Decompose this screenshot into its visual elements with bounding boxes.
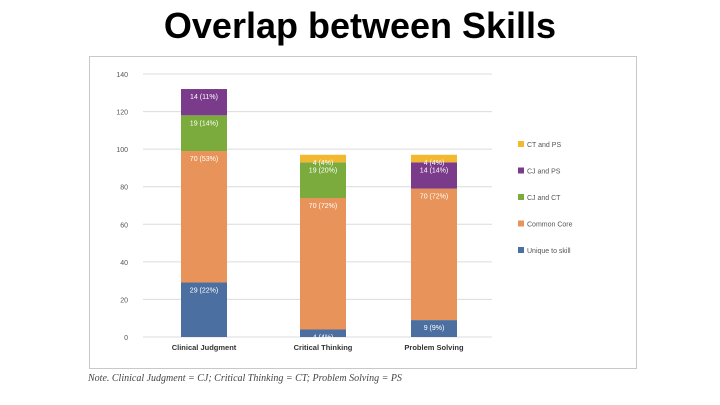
y-tick-label: 80 [120, 185, 128, 192]
x-category-label: Problem Solving [404, 343, 464, 352]
bar-segment [181, 115, 227, 152]
x-category-label: Critical Thinking [294, 343, 353, 352]
legend-label: Unique to skill [527, 248, 571, 255]
bar-segment [411, 188, 457, 321]
data-label: 70 (53%) [190, 156, 218, 163]
abbreviation-note: Note. Clinical Judgment = CJ; Critical T… [88, 373, 402, 384]
data-label: 4 (4%) [313, 160, 334, 167]
bar-segment [300, 197, 346, 330]
y-tick-label: 140 [116, 72, 128, 79]
data-label: 70 (72%) [420, 194, 448, 201]
stacked-bar-chart: 0 20 40 60 80 100 120 140 29 (22%) 70 (53%) 19 (14… [116, 72, 573, 352]
bar-segment [181, 89, 227, 116]
bar-segment [411, 162, 457, 189]
legend-swatch [518, 220, 524, 227]
legend-swatch [518, 247, 524, 253]
data-label: 4 (4%) [313, 334, 334, 341]
y-tick-label: 100 [116, 147, 128, 154]
slide-title: Overlap between Skills [163, 5, 557, 46]
legend-swatch [518, 194, 524, 200]
legend-label: CJ and CT [527, 195, 561, 202]
legend-swatch [518, 141, 524, 147]
bar-segment [411, 154, 457, 163]
legend-label: CT and PS [527, 142, 561, 149]
data-label: 19 (20%) [309, 167, 337, 174]
data-label: 14 (11%) [190, 94, 218, 101]
bar-segment [181, 282, 227, 337]
bar-segment [181, 151, 227, 283]
data-label: 70 (72%) [309, 203, 337, 210]
legend-label: Common Core [527, 222, 573, 229]
data-label: 14 (14%) [420, 167, 448, 174]
data-label: 9 (9%) [424, 325, 445, 332]
legend-label: CJ and PS [527, 169, 561, 176]
bar-segment [300, 154, 346, 163]
bar-segment [300, 329, 346, 337]
y-tick-label: 120 [116, 110, 128, 117]
y-tick-label: 20 [120, 297, 128, 304]
data-label: 29 (22%) [190, 288, 218, 295]
y-tick-label: 0 [124, 335, 128, 342]
bar-segment [411, 320, 457, 337]
data-label: 4 (4%) [424, 160, 445, 167]
legend-swatch [518, 167, 524, 174]
bar-segment [300, 162, 346, 198]
y-tick-label: 60 [120, 222, 128, 229]
x-category-label: Clinical Judgment [172, 343, 237, 352]
data-label: 19 (14%) [190, 120, 218, 127]
y-tick-label: 40 [120, 260, 128, 267]
chart-frame: 0 20 40 60 80 100 120 140 29 (22%) 70 (53%) 19 (14… [89, 56, 637, 369]
